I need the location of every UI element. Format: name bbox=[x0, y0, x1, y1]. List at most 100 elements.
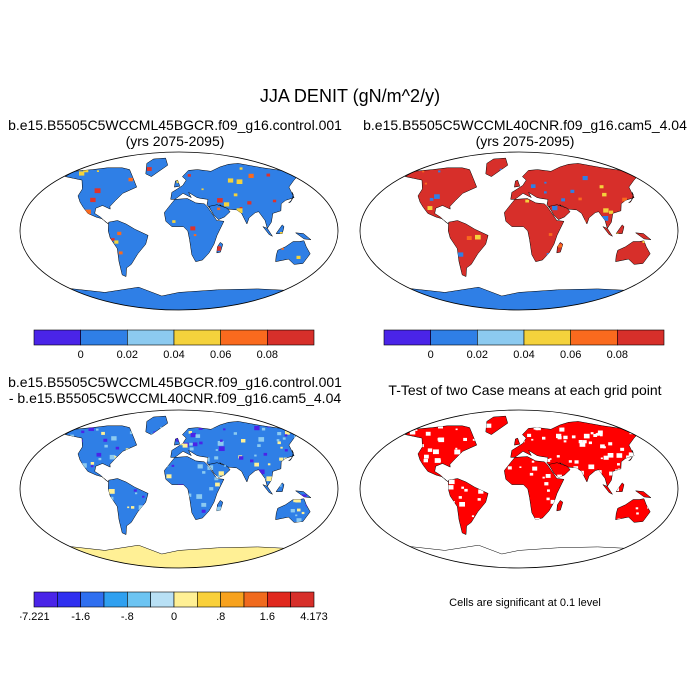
panel-title-ttest: T-Test of two Case means at each grid po… bbox=[350, 382, 700, 398]
land-africa bbox=[504, 456, 565, 520]
land-japan bbox=[628, 192, 634, 204]
land-north-america bbox=[404, 425, 478, 483]
land-antarctica bbox=[397, 286, 634, 310]
land-sumatra bbox=[602, 484, 613, 495]
land-europe-asia bbox=[170, 421, 300, 487]
colorbar-swatch bbox=[430, 329, 478, 346]
colorbar-cam5: 0 0.02 0.04 0.06 0.08 bbox=[383, 329, 665, 361]
land-new-guinea bbox=[634, 232, 652, 241]
panel-title-line: (yrs 2075-2095) bbox=[125, 133, 225, 149]
land-uk bbox=[174, 179, 181, 188]
land-australia bbox=[615, 240, 651, 265]
land-greenland bbox=[485, 157, 508, 177]
figure-title: JJA DENIT (gN/m^2/y) bbox=[259, 86, 441, 106]
colorbar-swatch bbox=[150, 591, 175, 608]
land-new-guinea bbox=[294, 490, 312, 499]
colorbar-swatch bbox=[80, 329, 128, 346]
land-north-america bbox=[404, 167, 478, 225]
land-greenland bbox=[145, 157, 168, 177]
panel-title-line: - b.e15.B5505C5WCCML40CNR.f09_g16.cam5_4… bbox=[8, 390, 342, 406]
map-cam5 bbox=[359, 151, 679, 311]
colorbar-swatch bbox=[220, 591, 245, 608]
land-south-america bbox=[448, 478, 489, 535]
land-madagascar bbox=[556, 500, 564, 512]
land-new-guinea bbox=[634, 490, 652, 499]
land-uk bbox=[514, 437, 521, 446]
panel-title-control: b.e15.B5505C5WCCML45BGCR.f09_g16.control… bbox=[0, 117, 350, 149]
land-antarctica bbox=[57, 286, 294, 310]
colorbar-swatch bbox=[267, 591, 291, 608]
land-sumatra bbox=[262, 484, 273, 495]
colorbar-control: 0 0.02 0.04 0.06 0.08 bbox=[33, 329, 315, 361]
land-japan bbox=[288, 192, 294, 204]
land-south-america bbox=[108, 220, 149, 277]
land-south-america bbox=[448, 220, 489, 277]
land-sumatra bbox=[602, 226, 613, 237]
land-arabia bbox=[208, 204, 231, 220]
map-border bbox=[359, 151, 679, 311]
map-border bbox=[359, 409, 679, 569]
colorbar-label: 0.06 bbox=[560, 349, 581, 361]
land-borneo bbox=[275, 224, 285, 234]
colorbar-label: 1.6 bbox=[260, 611, 275, 623]
land-uk bbox=[514, 179, 521, 188]
colorbar-label: 0.04 bbox=[513, 349, 534, 361]
significance-note: Cells are significant at 0.1 level bbox=[449, 597, 601, 609]
land-greenland bbox=[145, 415, 168, 435]
colorbar-swatch bbox=[383, 329, 431, 346]
land-sumatra bbox=[262, 226, 273, 237]
land-greenland bbox=[485, 415, 508, 435]
colorbar-label: -7.221 bbox=[20, 611, 50, 623]
colorbar-swatch bbox=[127, 591, 151, 608]
colorbar-swatch bbox=[103, 591, 128, 608]
colorbar-swatch bbox=[220, 329, 268, 346]
colorbar-swatch bbox=[57, 591, 81, 608]
colorbar-swatch bbox=[477, 329, 525, 346]
land-north-america bbox=[64, 167, 138, 225]
colorbar-swatch bbox=[80, 591, 105, 608]
colorbar-label: 0.04 bbox=[163, 349, 184, 361]
panel-title-line: b.e15.B5505C5WCCML45BGCR.f09_g16.control… bbox=[8, 117, 342, 133]
map-border bbox=[19, 409, 339, 569]
colorbar-swatch bbox=[33, 329, 81, 346]
colorbar-label: 0 bbox=[78, 349, 84, 361]
colorbar-swatch bbox=[290, 591, 315, 608]
colorbar-label: 0 bbox=[171, 611, 177, 623]
land-arabia bbox=[548, 462, 571, 478]
colorbar-swatch bbox=[197, 591, 221, 608]
land-africa bbox=[164, 456, 225, 520]
colorbar-label: 0 bbox=[428, 349, 434, 361]
map-border bbox=[19, 151, 339, 311]
colorbar-swatch bbox=[243, 591, 268, 608]
colorbar-label: 0.08 bbox=[607, 349, 628, 361]
panel-title-difference: b.e15.B5505C5WCCML45BGCR.f09_g16.control… bbox=[0, 374, 350, 406]
colorbar-label: 0.08 bbox=[257, 349, 278, 361]
colorbar-label: 0.02 bbox=[117, 349, 138, 361]
land-antarctica bbox=[57, 544, 294, 568]
land-madagascar bbox=[556, 242, 564, 254]
colorbar-label: -1.6 bbox=[71, 611, 90, 623]
map-difference bbox=[19, 409, 339, 569]
panel-title-line: b.e15.B5505C5WCCML40CNR.f09_g16.cam5_4.0… bbox=[363, 117, 687, 133]
land-australia bbox=[275, 240, 311, 265]
colorbar-label: 0.06 bbox=[210, 349, 231, 361]
panel-title-line: b.e15.B5505C5WCCML45BGCR.f09_g16.control… bbox=[8, 374, 342, 390]
colorbar-swatch bbox=[523, 329, 571, 346]
colorbar-swatch bbox=[267, 329, 315, 346]
colorbar-swatch bbox=[173, 591, 198, 608]
land-uk bbox=[174, 437, 181, 446]
panel-title-line: T-Test of two Case means at each grid po… bbox=[388, 382, 662, 398]
colorbar-label: .8 bbox=[216, 611, 225, 623]
colorbar-swatch bbox=[173, 329, 221, 346]
land-australia bbox=[615, 498, 651, 523]
colorbar-swatch bbox=[617, 329, 665, 346]
colorbar-swatch bbox=[33, 591, 58, 608]
land-africa bbox=[504, 198, 565, 262]
land-antarctica bbox=[397, 544, 634, 568]
land-new-guinea bbox=[294, 232, 312, 241]
colorbar-difference: -7.221 -1.6 -.8 0 .8 1.6 4.173 bbox=[20, 591, 328, 623]
colorbar-label: 0.02 bbox=[467, 349, 488, 361]
land-borneo bbox=[275, 482, 285, 492]
land-borneo bbox=[615, 224, 625, 234]
map-control bbox=[19, 151, 339, 311]
